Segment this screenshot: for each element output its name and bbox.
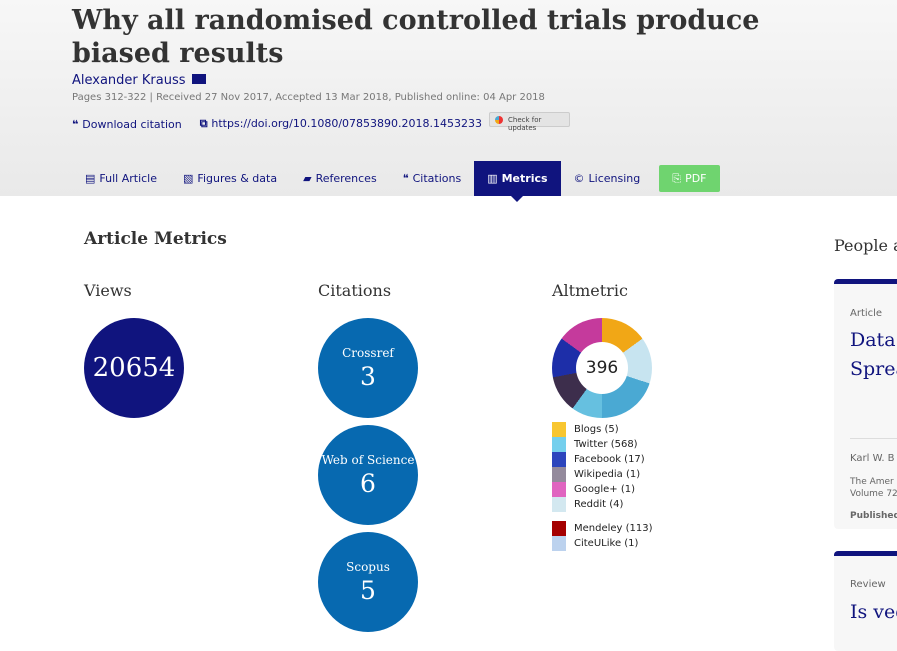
tab-citations[interactable]: ❝ Citations bbox=[390, 161, 475, 196]
tab-label: References bbox=[315, 172, 377, 185]
document-icon: ▤ bbox=[85, 172, 96, 185]
wos-citations[interactable]: Web of Science 6 bbox=[318, 425, 418, 525]
altmetric-score: 396 bbox=[576, 342, 628, 394]
legend-item: Twitter (568) bbox=[552, 437, 645, 452]
image-icon: ▧ bbox=[183, 172, 194, 185]
citation-count: 6 bbox=[360, 468, 376, 498]
doi-link[interactable]: ⧉ https://doi.org/10.1080/07853890.2018.… bbox=[200, 117, 482, 131]
related-article-card[interactable]: Article Data Sprea Karl W. B The Amer Vo… bbox=[834, 279, 897, 529]
views-count: 20654 bbox=[84, 318, 184, 418]
tab-metrics[interactable]: ▥ Metrics bbox=[474, 161, 561, 202]
legend-item: Google+ (1) bbox=[552, 482, 645, 497]
crossref-citations[interactable]: Crossref 3 bbox=[318, 318, 418, 418]
check-for-updates-button[interactable]: Check for updates bbox=[489, 112, 570, 132]
sidebar-heading: People a bbox=[834, 236, 897, 255]
card-title[interactable]: Data bbox=[850, 329, 896, 351]
legend-label: Google+ (1) bbox=[574, 484, 635, 495]
legend-item: CiteULike (1) bbox=[552, 536, 653, 551]
legend-item: Reddit (4) bbox=[552, 497, 645, 512]
legend-swatch bbox=[552, 452, 566, 467]
legend-swatch bbox=[552, 422, 566, 437]
card-type: Article bbox=[850, 308, 883, 319]
legend-item: Blogs (5) bbox=[552, 422, 645, 437]
citation-count: 5 bbox=[360, 575, 376, 605]
tab-label: Licensing bbox=[588, 172, 641, 185]
pdf-icon: ⎘ bbox=[672, 171, 682, 185]
author-name[interactable]: Alexander Krauss bbox=[72, 73, 186, 88]
card-journal: The Amer bbox=[850, 477, 894, 487]
download-citation-label: Download citation bbox=[82, 117, 182, 131]
article-header bbox=[0, 0, 897, 196]
download-citation-link[interactable]: ❝ Download citation bbox=[72, 118, 182, 131]
quote-icon: ❝ bbox=[402, 172, 409, 185]
citation-source: Scopus bbox=[346, 559, 390, 574]
altmetric-heading: Altmetric bbox=[552, 281, 628, 300]
doi-label: https://doi.org/10.1080/07853890.2018.14… bbox=[211, 117, 482, 130]
tab-label: Figures & data bbox=[197, 172, 278, 185]
tab-label: Citations bbox=[412, 172, 462, 185]
tab-references[interactable]: ▰ References bbox=[290, 161, 390, 196]
legend-label: Reddit (4) bbox=[574, 499, 624, 510]
metrics-heading: Article Metrics bbox=[84, 229, 227, 249]
card-divider bbox=[850, 438, 897, 439]
crossmark-icon bbox=[495, 116, 503, 124]
card-type: Review bbox=[850, 579, 886, 590]
article-title: Why all randomised controlled trials pro… bbox=[72, 5, 760, 69]
legend-label: CiteULike (1) bbox=[574, 538, 639, 549]
tab-label: PDF bbox=[685, 172, 707, 185]
article-meta: Pages 312-322 | Received 27 Nov 2017, Ac… bbox=[72, 92, 545, 103]
legend-item: Facebook (17) bbox=[552, 452, 645, 467]
legend-item: Wikipedia (1) bbox=[552, 467, 645, 482]
tab-licensing[interactable]: © Licensing bbox=[561, 161, 654, 196]
external-link-icon: ⧉ bbox=[199, 117, 212, 130]
citations-heading: Citations bbox=[318, 281, 392, 300]
card-title[interactable]: Is veg bbox=[850, 601, 897, 623]
altmetric-donut[interactable]: 396 bbox=[552, 318, 652, 418]
tab-full-article[interactable]: ▤ Full Article bbox=[72, 161, 170, 196]
tab-label: Metrics bbox=[501, 172, 548, 185]
article-tabs: ▤ Full Article ▧ Figures & data ▰ Reference… bbox=[72, 161, 720, 202]
tab-figures[interactable]: ▧ Figures & data bbox=[170, 161, 290, 196]
legend-swatch bbox=[552, 536, 566, 551]
quote-icon: ❝ bbox=[72, 117, 83, 131]
legend-label: Twitter (568) bbox=[574, 439, 638, 450]
altmetric-legend: Blogs (5) Twitter (568) Facebook (17) Wikip… bbox=[552, 422, 645, 512]
copyright-icon: © bbox=[573, 172, 585, 185]
email-icon[interactable] bbox=[191, 74, 206, 84]
pdf-button[interactable]: ⎘ PDF bbox=[659, 165, 720, 192]
views-heading: Views bbox=[84, 281, 132, 300]
related-article-card[interactable]: Review Is veg bbox=[834, 551, 897, 651]
legend-label: Mendeley (113) bbox=[574, 523, 653, 534]
legend-swatch bbox=[552, 467, 566, 482]
card-volume: Volume 72, bbox=[850, 489, 897, 499]
altmetric-readers-legend: Mendeley (113) CiteULike (1) bbox=[552, 521, 653, 551]
legend-swatch bbox=[552, 497, 566, 512]
legend-swatch bbox=[552, 437, 566, 452]
tab-label: Full Article bbox=[99, 172, 158, 185]
check-updates-label: Check for updates bbox=[508, 116, 542, 132]
book-icon: ▰ bbox=[303, 172, 312, 185]
card-title[interactable]: Sprea bbox=[850, 358, 897, 380]
legend-swatch bbox=[552, 521, 566, 536]
legend-swatch bbox=[552, 482, 566, 497]
card-published: Published bbox=[850, 511, 897, 521]
citation-source: Web of Science bbox=[321, 452, 415, 467]
card-author: Karl W. B bbox=[850, 453, 895, 464]
scopus-citations[interactable]: Scopus 5 bbox=[318, 532, 418, 632]
author-link[interactable]: Alexander Krauss bbox=[72, 73, 206, 88]
bar-chart-icon: ▥ bbox=[487, 172, 498, 185]
legend-label: Facebook (17) bbox=[574, 454, 645, 465]
legend-label: Blogs (5) bbox=[574, 424, 619, 435]
legend-item: Mendeley (113) bbox=[552, 521, 653, 536]
citation-source: Crossref bbox=[342, 345, 394, 360]
citation-count: 3 bbox=[360, 361, 376, 391]
legend-label: Wikipedia (1) bbox=[574, 469, 641, 480]
